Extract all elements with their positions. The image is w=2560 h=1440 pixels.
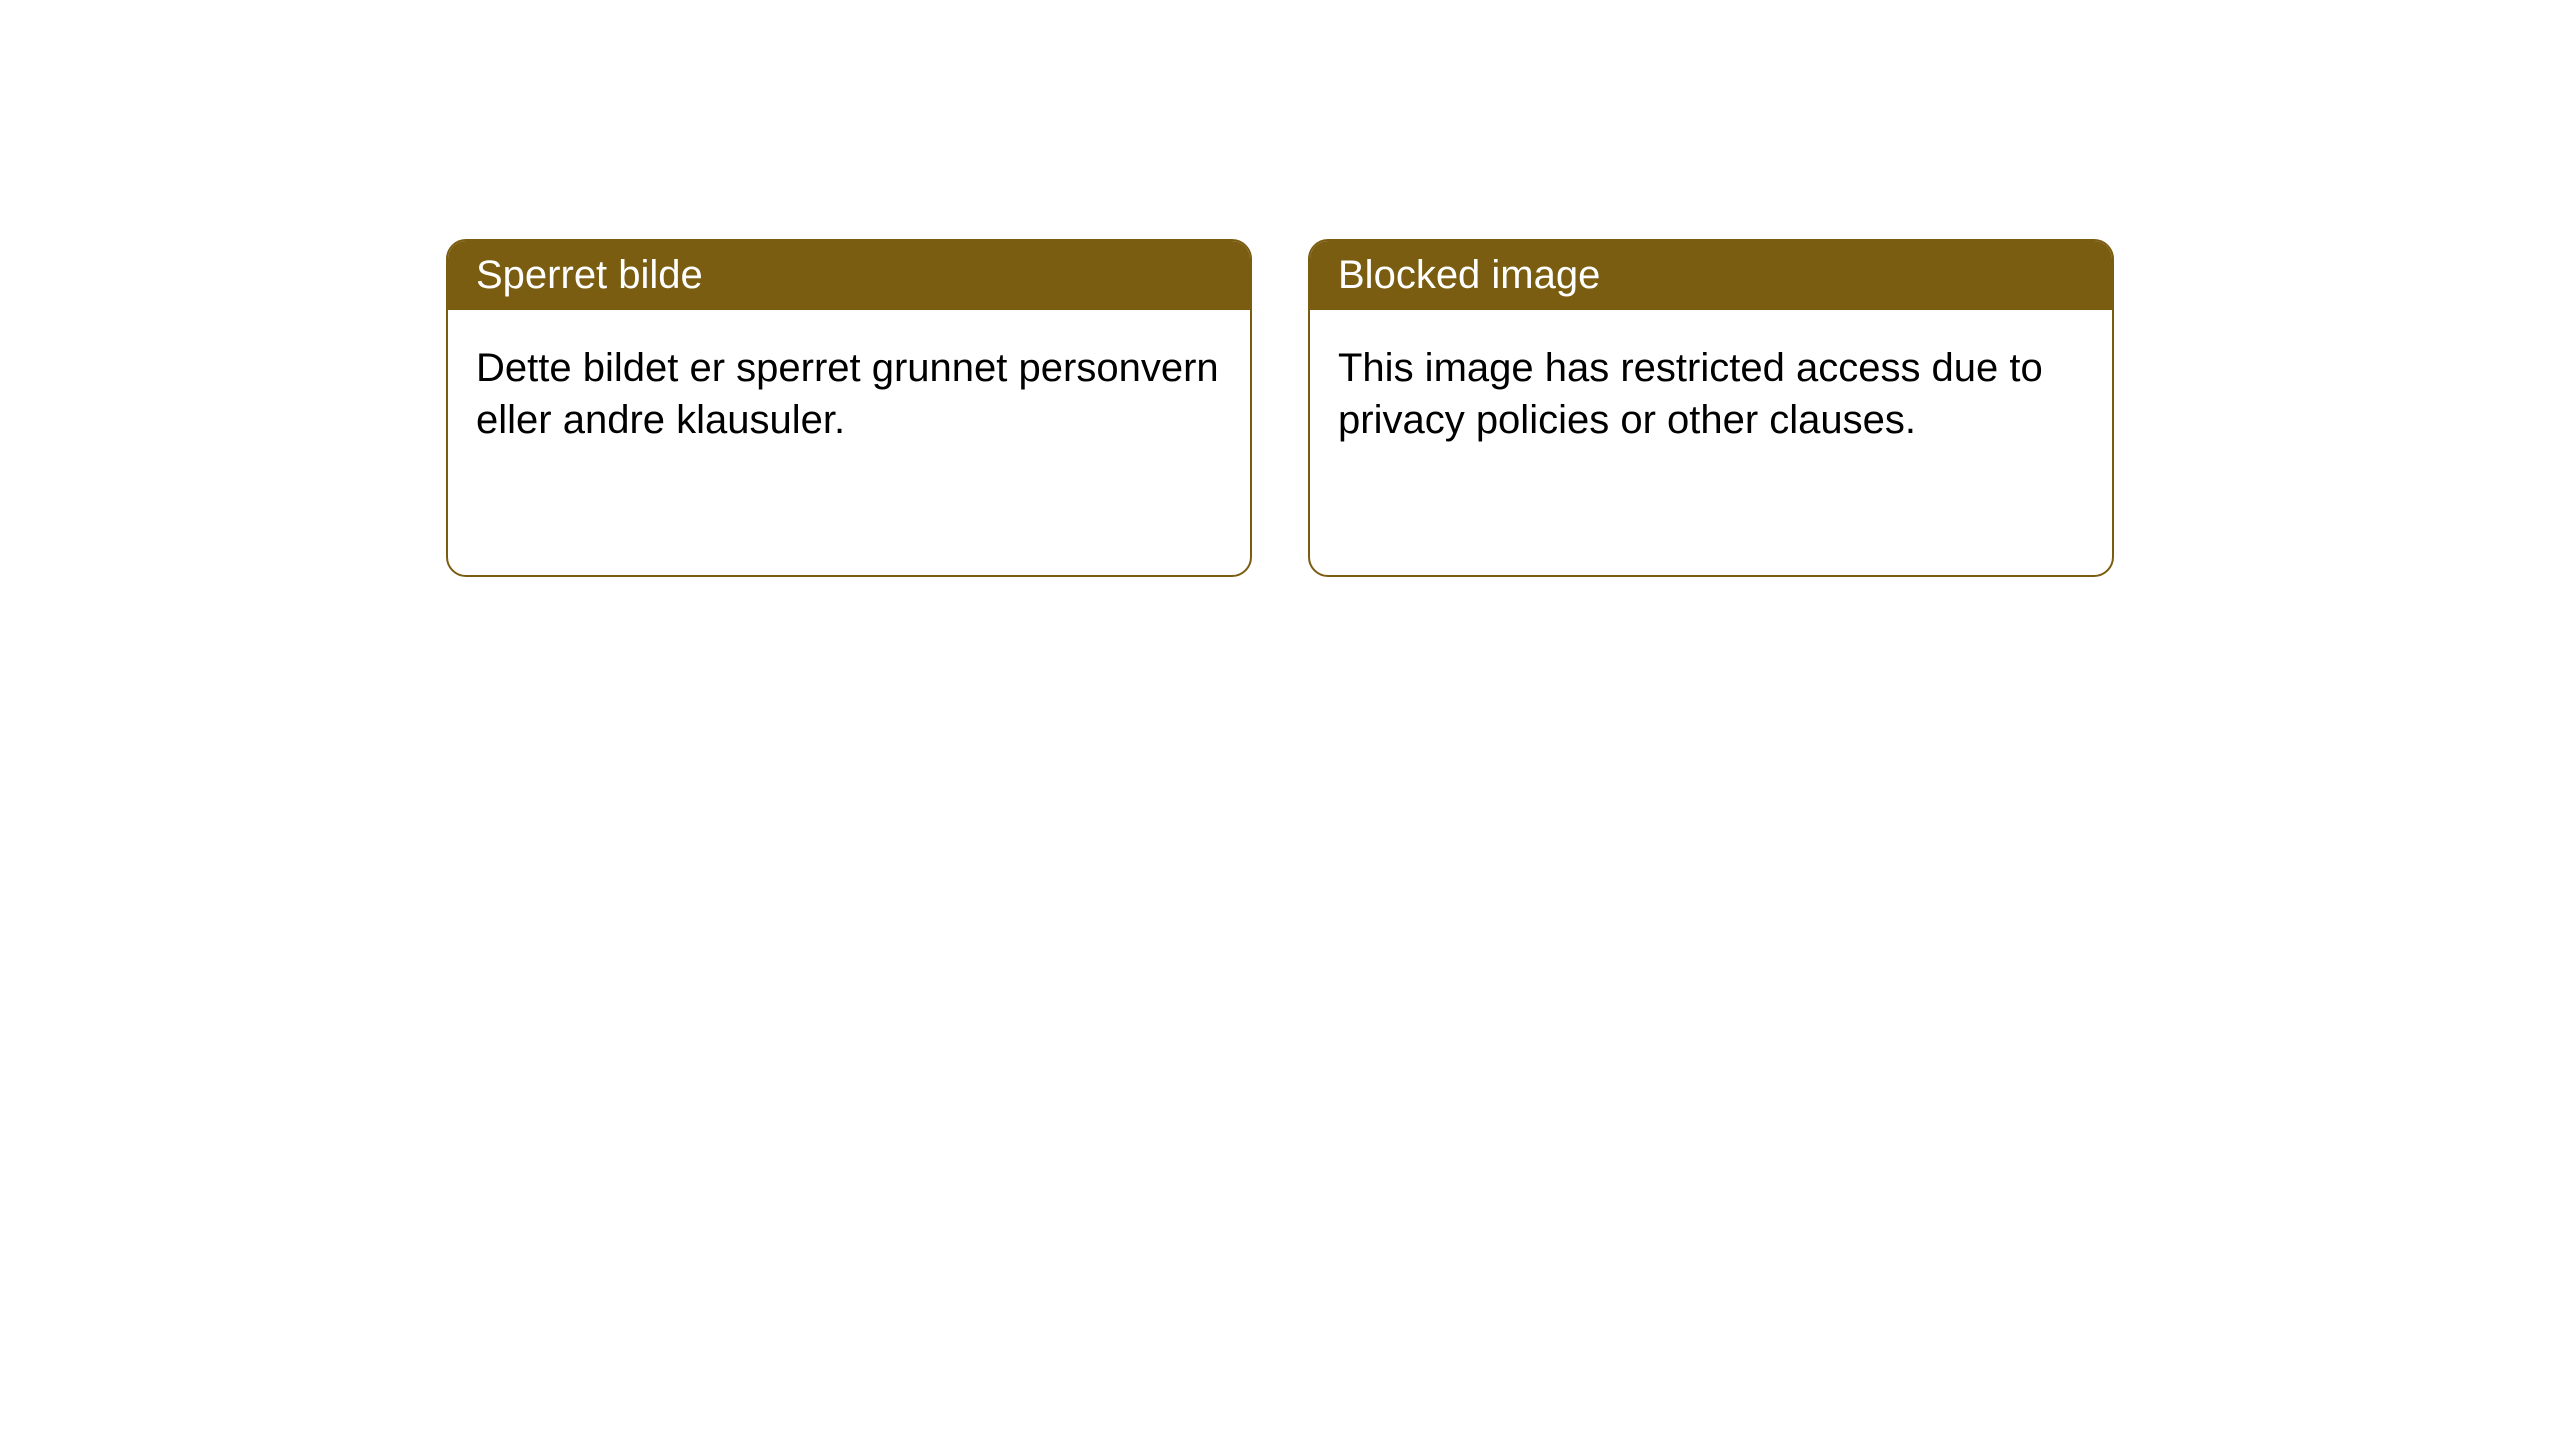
blocked-image-card-en: Blocked image This image has restricted …	[1308, 239, 2114, 577]
card-body-en: This image has restricted access due to …	[1310, 310, 2112, 478]
card-title-en: Blocked image	[1338, 253, 1600, 297]
card-body-no: Dette bildet er sperret grunnet personve…	[448, 310, 1250, 478]
card-message-en: This image has restricted access due to …	[1338, 346, 2043, 442]
card-header-en: Blocked image	[1310, 241, 2112, 310]
card-title-no: Sperret bilde	[476, 253, 703, 297]
notice-container: Sperret bilde Dette bildet er sperret gr…	[446, 239, 2114, 577]
blocked-image-card-no: Sperret bilde Dette bildet er sperret gr…	[446, 239, 1252, 577]
card-message-no: Dette bildet er sperret grunnet personve…	[476, 346, 1219, 442]
card-header-no: Sperret bilde	[448, 241, 1250, 310]
